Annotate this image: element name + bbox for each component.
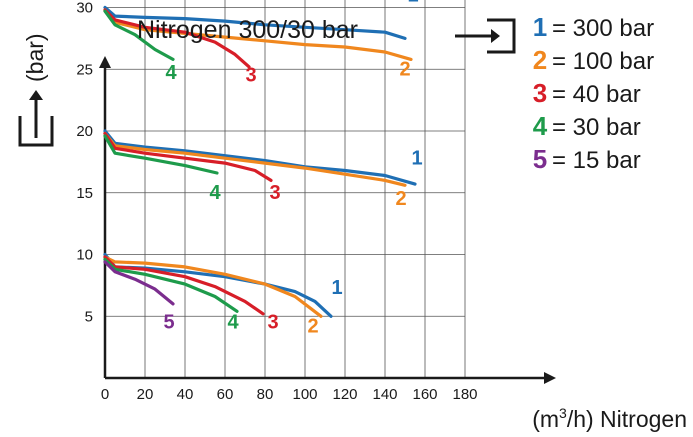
curve-label-4: 4 xyxy=(209,182,221,204)
legend-number-2: 2 xyxy=(533,45,547,75)
curve-label-3: 3 xyxy=(245,65,256,87)
axes xyxy=(99,56,556,384)
x-tick-label: 180 xyxy=(452,386,477,403)
x-axis-title-suffix: /h) Nitrogen xyxy=(567,406,687,432)
x-tick-label: 120 xyxy=(332,386,357,403)
curve-labels: 1234123412345 xyxy=(163,0,422,337)
inlet-icon xyxy=(455,18,516,54)
x-tick-label: 20 xyxy=(137,386,154,403)
series-line-2 xyxy=(103,131,407,187)
y-tick-label: 5 xyxy=(85,308,93,325)
tick-labels: 0204060801001201401601805101520253035 xyxy=(76,0,477,403)
legend-text-1: = 300 bar xyxy=(552,15,654,42)
x-tick-label: 0 xyxy=(101,386,109,403)
legend-text-4: = 30 bar xyxy=(552,114,641,141)
x-axis-arrow xyxy=(544,372,556,384)
x-tick-label: 40 xyxy=(177,386,194,403)
legend-text-2: = 100 bar xyxy=(552,48,654,75)
outlet-icon xyxy=(18,90,54,147)
curve-label-2: 2 xyxy=(395,188,406,210)
legend-text-5: = 15 bar xyxy=(552,147,641,174)
y-axis-title: (bar) xyxy=(22,33,48,82)
y-tick-label: 30 xyxy=(76,0,93,17)
y-tick-label: 20 xyxy=(76,123,93,140)
series-line-1 xyxy=(103,5,407,40)
curve-label-4: 4 xyxy=(165,62,177,84)
curve-label-3: 3 xyxy=(267,312,278,334)
y-tick-label: 25 xyxy=(76,61,93,78)
y-tick-label: 10 xyxy=(76,247,93,264)
y-axis-arrow xyxy=(99,56,111,68)
x-tick-label: 140 xyxy=(372,386,397,403)
series-line-2 xyxy=(103,8,413,61)
legend-number-3: 3 xyxy=(533,78,547,108)
series-line-3 xyxy=(103,255,265,316)
series-line-4 xyxy=(103,134,219,175)
legend-text-3: = 40 bar xyxy=(552,81,641,108)
series-line-4 xyxy=(103,9,175,61)
x-axis-title-sup: 3 xyxy=(559,405,567,421)
x-axis-title: (m3/h) Nitrogen xyxy=(532,405,687,432)
curve-label-2: 2 xyxy=(399,58,410,80)
grid xyxy=(105,0,466,378)
legend-number-4: 4 xyxy=(533,111,548,141)
x-tick-label: 80 xyxy=(257,386,274,403)
legend-number-1: 1 xyxy=(533,12,547,42)
curve-label-2: 2 xyxy=(307,315,318,337)
y-tick-label: 15 xyxy=(76,185,93,202)
series-line-3 xyxy=(103,8,251,69)
series-line-2 xyxy=(103,255,323,318)
curve-label-1: 1 xyxy=(411,147,422,169)
curve-label-4: 4 xyxy=(227,312,239,334)
x-tick-label: 100 xyxy=(292,386,317,403)
series-lines xyxy=(103,5,417,318)
curve-label-5: 5 xyxy=(163,312,174,334)
x-axis-title-prefix: (m xyxy=(532,406,559,432)
x-tick-label: 60 xyxy=(217,386,234,403)
series-line-3 xyxy=(103,131,273,182)
chart-title: Nitrogen 300/30 bar xyxy=(137,16,358,44)
series-line-4 xyxy=(103,257,239,313)
curve-label-1: 1 xyxy=(407,0,418,6)
series-line-1 xyxy=(103,129,417,186)
series-line-5 xyxy=(103,260,175,306)
curve-label-3: 3 xyxy=(269,182,280,204)
legend-number-5: 5 xyxy=(533,144,547,174)
x-tick-label: 160 xyxy=(412,386,437,403)
curve-label-1: 1 xyxy=(331,277,342,299)
